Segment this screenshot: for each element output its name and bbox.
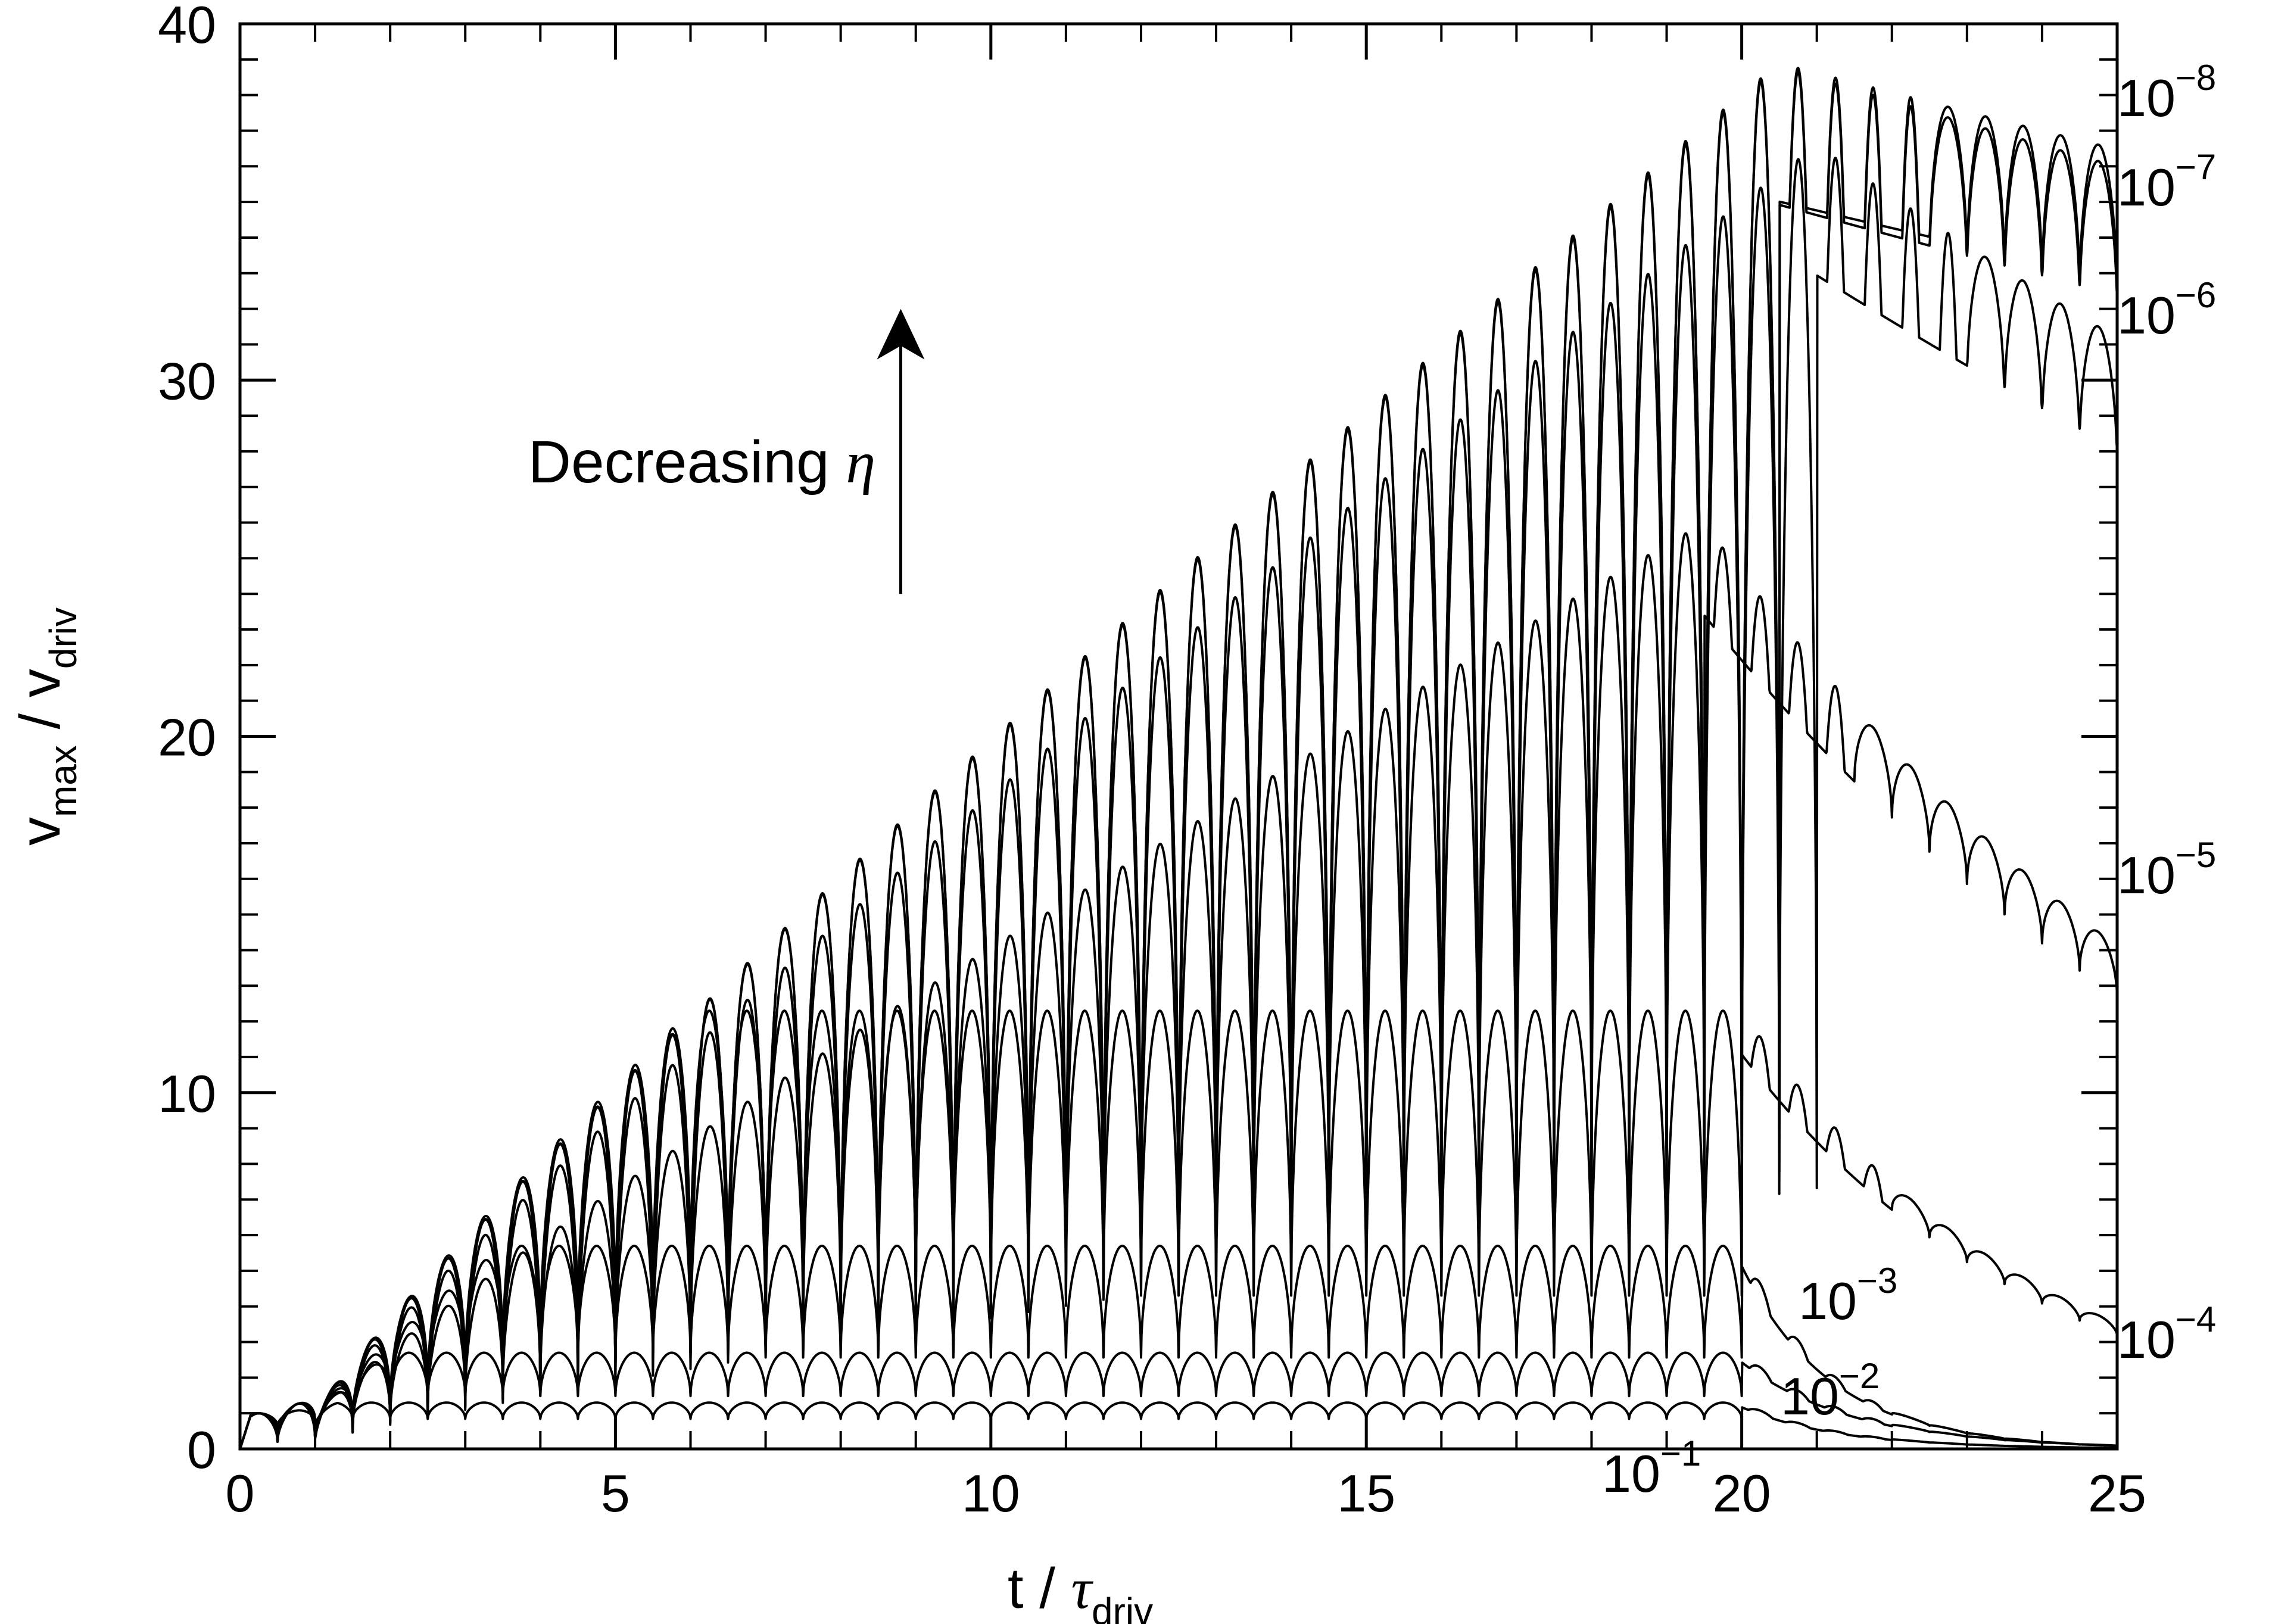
- series-lines: [239, 67, 2118, 1450]
- annotation-symbol: η: [846, 429, 875, 495]
- series-label-base: 10: [2117, 1310, 2176, 1369]
- series-labels: 10−110−210−310−410−510−610−710−8: [1602, 58, 2216, 1503]
- series-line-8: [239, 67, 2118, 1450]
- series-label-base: 10: [2117, 158, 2176, 217]
- series-label-3: 10−3: [1799, 1261, 1897, 1330]
- y-axis-title: vmax / vdriv: [8, 607, 85, 846]
- x-tick-label: 10: [962, 1464, 1020, 1523]
- y-axis-title-sub1: max: [42, 745, 85, 817]
- series-label-5: 10−5: [2117, 835, 2216, 905]
- series-label-exponent: −3: [1857, 1261, 1897, 1301]
- series-label-2: 10−2: [1781, 1356, 1880, 1426]
- x-tick-label: 20: [1713, 1464, 1771, 1523]
- y-tick-labels: 0 10 20 30 40: [158, 0, 216, 1479]
- series-label-6: 10−6: [2117, 275, 2216, 345]
- y-axis-title-sep: / v: [8, 669, 72, 745]
- series-label-base: 10: [1602, 1444, 1660, 1503]
- annotation-text: Decreasing η: [528, 429, 875, 495]
- x-axis-title-main: t /: [1008, 1557, 1071, 1620]
- x-tick-label: 5: [601, 1464, 630, 1523]
- minor-ticks: [240, 24, 2117, 1449]
- series-label-exponent: −6: [2176, 275, 2216, 315]
- y-tick-label: 40: [158, 0, 216, 54]
- series-label-exponent: −5: [2176, 835, 2216, 875]
- x-tick-label: 0: [226, 1464, 255, 1523]
- series-label-base: 10: [2117, 286, 2176, 345]
- x-tick-label: 25: [2088, 1464, 2146, 1523]
- y-axis-title-sub2: driv: [42, 607, 85, 669]
- y-tick-label: 20: [158, 708, 216, 767]
- series-label-base: 10: [1799, 1271, 1857, 1330]
- series-label-base: 10: [2117, 68, 2176, 127]
- series-line-1: [239, 1401, 2118, 1450]
- series-label-exponent: −4: [2176, 1299, 2216, 1339]
- series-line-3: [239, 1245, 2118, 1450]
- series-label-7: 10−7: [2117, 147, 2216, 217]
- annotation-text-main: Decreasing: [528, 429, 846, 495]
- x-tick-label: 15: [1337, 1464, 1395, 1523]
- decreasing-eta-annotation: Decreasing η: [528, 308, 925, 594]
- y-tick-label: 0: [187, 1420, 216, 1479]
- series-label-exponent: −7: [2176, 147, 2216, 187]
- x-axis-title: t / τdriv: [1008, 1557, 1153, 1624]
- series-label-4: 10−4: [2117, 1299, 2216, 1369]
- series-label-exponent: −1: [1660, 1433, 1701, 1473]
- series-label-8: 10−8: [2117, 58, 2216, 127]
- x-axis-title-symbol: τ: [1071, 1557, 1094, 1620]
- series-line-2: [239, 1351, 2118, 1450]
- y-tick-label: 10: [158, 1064, 216, 1123]
- series-label-base: 10: [1781, 1367, 1839, 1426]
- x-axis-title-sub: driv: [1092, 1590, 1153, 1624]
- series-label-exponent: −2: [1839, 1356, 1880, 1396]
- series-label-1: 10−1: [1602, 1433, 1701, 1503]
- series-label-base: 10: [2117, 846, 2176, 905]
- y-tick-label: 30: [158, 351, 216, 410]
- y-axis-title-main: v: [8, 817, 72, 846]
- x-tick-labels: 0 5 10 15 20 25: [226, 1464, 2146, 1523]
- series-line-6: [239, 157, 2118, 1450]
- annotation-arrow-head: [877, 308, 925, 360]
- series-label-exponent: −8: [2176, 58, 2216, 98]
